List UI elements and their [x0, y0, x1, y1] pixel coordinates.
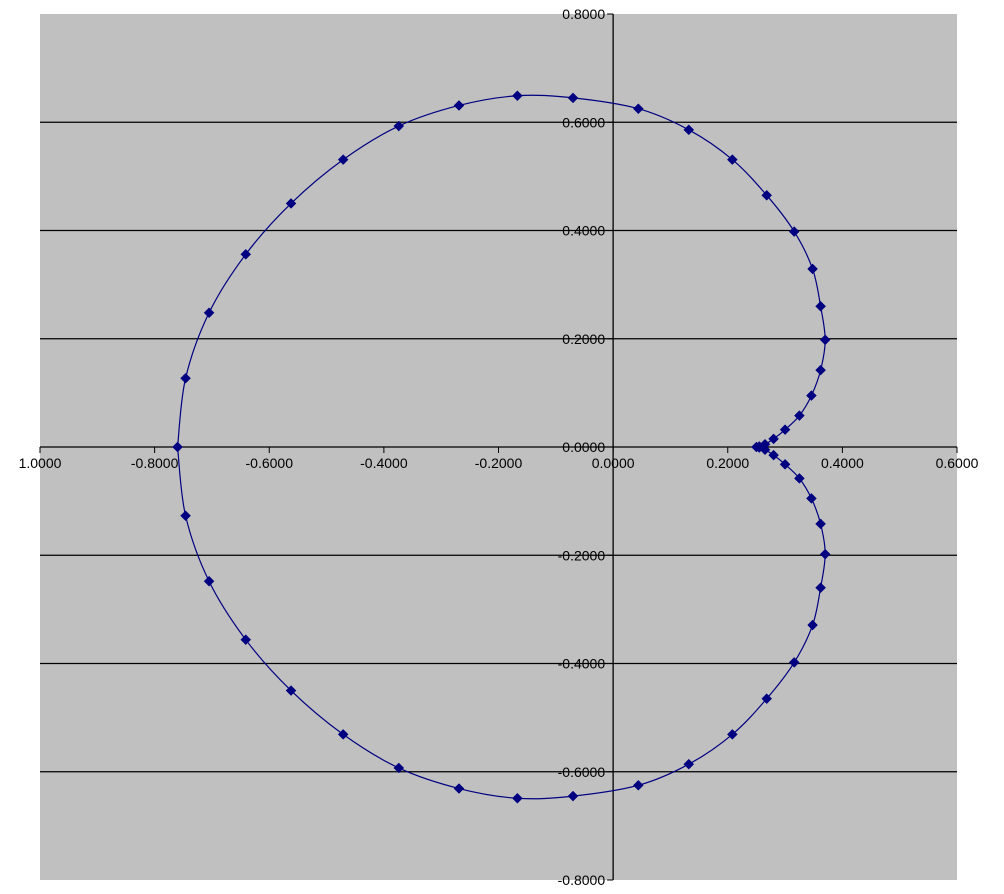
y-tick-label: -0.4000 — [558, 656, 606, 672]
x-tick-label: 0.6000 — [936, 455, 979, 471]
y-tick-label: -0.2000 — [558, 547, 606, 563]
data-point-marker — [779, 424, 791, 436]
data-point-marker — [632, 779, 644, 791]
data-point-marker — [815, 518, 826, 530]
tick-labels: 1.0000 -0.8000 -0.6000 -0.4000 -0.2000 0.0000… — [19, 6, 979, 888]
x-tick-label: 0.2000 — [706, 455, 749, 471]
y-tick-label: 0.4000 — [562, 223, 605, 239]
x-tick-label: -0.8000 — [131, 455, 179, 471]
data-point-marker — [567, 92, 579, 104]
data-point-marker — [393, 762, 405, 774]
data-point-marker — [180, 510, 191, 522]
data-point-marker — [806, 390, 817, 401]
data-point-marker — [761, 693, 773, 705]
data-point-marker — [203, 575, 215, 587]
x-tick-label: 0.0000 — [592, 455, 635, 471]
data-point-marker — [768, 449, 779, 461]
data-point-marker — [794, 410, 805, 421]
data-point-marker — [815, 300, 826, 312]
data-point-marker — [203, 307, 215, 319]
data-point-marker — [285, 198, 297, 209]
data-point-marker — [512, 792, 523, 804]
data-point-marker — [180, 372, 191, 384]
data-point-marker — [632, 103, 644, 115]
data-point-marker — [172, 441, 183, 453]
x-tick-label: -0.2000 — [475, 455, 523, 471]
data-point-marker — [819, 334, 831, 346]
data-point-marker — [337, 154, 349, 165]
y-tick-label: 0.6000 — [562, 114, 605, 130]
data-point-marker — [759, 444, 771, 456]
data-point-marker — [726, 154, 738, 165]
y-tick-label: 0.8000 — [562, 6, 605, 22]
y-tick-label: 0.0000 — [562, 439, 605, 455]
data-point-marker — [819, 548, 831, 560]
data-point-marker — [393, 120, 405, 132]
data-point-marker — [807, 619, 818, 631]
y-tick-label: -0.8000 — [558, 872, 606, 888]
data-point-marker — [768, 433, 779, 445]
y-tick-label: -0.6000 — [558, 764, 606, 780]
data-point-marker — [807, 263, 818, 275]
data-point-marker — [683, 124, 695, 136]
data-point-marker — [683, 758, 695, 770]
x-tick-label: -0.4000 — [360, 455, 408, 471]
y-tick-label: 0.2000 — [562, 331, 605, 347]
x-tick-label: 1.0000 — [19, 455, 62, 471]
data-point-marker — [726, 729, 738, 740]
series-markers — [172, 90, 831, 804]
data-point-marker — [761, 189, 773, 201]
data-point-marker — [815, 364, 826, 376]
data-point-marker — [453, 783, 465, 794]
data-point-marker — [806, 493, 817, 504]
data-point-marker — [240, 248, 252, 260]
data-point-marker — [240, 634, 252, 646]
data-point-marker — [337, 729, 349, 740]
data-point-marker — [567, 790, 579, 802]
gridlines — [40, 121, 957, 773]
data-point-marker — [788, 226, 800, 237]
data-point-marker — [788, 657, 800, 668]
x-tick-label: 0.4000 — [821, 455, 864, 471]
data-point-marker — [453, 100, 465, 111]
axes — [39, 13, 958, 881]
data-point-marker — [779, 458, 791, 470]
data-point-marker — [512, 90, 523, 102]
data-point-marker — [815, 582, 826, 594]
data-point-marker — [285, 685, 297, 696]
x-tick-label: -0.6000 — [246, 455, 294, 471]
data-point-marker — [794, 473, 805, 484]
